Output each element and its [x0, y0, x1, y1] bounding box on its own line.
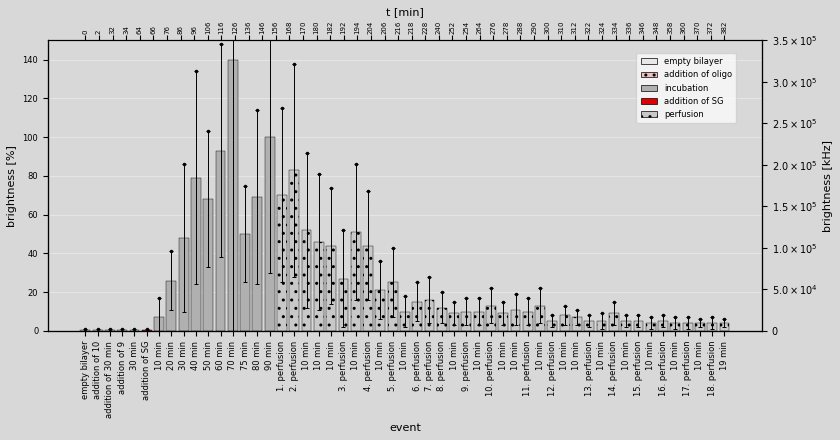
Bar — [363, 246, 373, 331]
Bar — [474, 312, 484, 331]
Bar — [572, 317, 582, 331]
Bar — [707, 323, 717, 331]
Bar — [339, 279, 349, 331]
Bar — [670, 323, 680, 331]
Y-axis label: brightness [kHz]: brightness [kHz] — [823, 139, 833, 231]
Bar — [535, 306, 545, 331]
Bar — [228, 60, 238, 331]
Bar — [559, 315, 570, 331]
Bar — [81, 330, 90, 331]
Bar — [129, 330, 139, 331]
Bar — [449, 313, 459, 331]
Bar — [400, 312, 410, 331]
Bar — [658, 321, 668, 331]
X-axis label: event: event — [389, 423, 421, 433]
Bar — [203, 199, 213, 331]
Bar — [424, 300, 434, 331]
Y-axis label: brightness [%]: brightness [%] — [7, 145, 17, 227]
Bar — [622, 321, 631, 331]
Bar — [289, 170, 299, 331]
Bar — [609, 313, 619, 331]
Bar — [461, 312, 471, 331]
Bar — [375, 290, 386, 331]
Bar — [683, 323, 692, 331]
Bar — [155, 317, 164, 331]
Legend: empty bilayer, addition of oligo, incubation, addition of SG, perfusion: empty bilayer, addition of oligo, incuba… — [637, 53, 736, 123]
Bar — [351, 232, 360, 331]
Bar — [548, 321, 557, 331]
Bar — [695, 323, 705, 331]
Bar — [118, 330, 127, 331]
Bar — [302, 230, 312, 331]
Bar — [216, 150, 225, 331]
Bar — [412, 302, 423, 331]
Bar — [437, 308, 447, 331]
Bar — [486, 306, 496, 331]
Bar — [105, 330, 115, 331]
Bar — [498, 313, 508, 331]
Bar — [633, 321, 643, 331]
Bar — [388, 282, 397, 331]
Bar — [142, 330, 152, 331]
Bar — [191, 178, 201, 331]
Bar — [314, 242, 323, 331]
Bar — [166, 281, 176, 331]
Bar — [585, 321, 594, 331]
Bar — [646, 323, 656, 331]
Bar — [326, 246, 336, 331]
Bar — [92, 330, 102, 331]
Bar — [253, 197, 262, 331]
Bar — [179, 238, 188, 331]
Bar — [596, 321, 606, 331]
Bar — [522, 312, 533, 331]
Bar — [265, 137, 275, 331]
Bar — [277, 195, 287, 331]
X-axis label: t [min]: t [min] — [386, 7, 424, 17]
Bar — [720, 323, 729, 331]
Bar — [511, 310, 521, 331]
Bar — [240, 234, 250, 331]
